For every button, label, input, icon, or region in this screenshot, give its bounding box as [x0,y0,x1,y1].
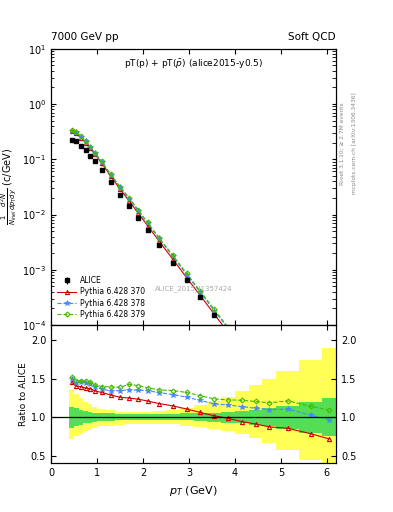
Pythia 6.428 378 [136,208,141,214]
Pythia 6.428 379 [327,475,331,481]
Pythia 6.428 378 [108,173,113,179]
Pythia 6.428 379 [212,306,217,312]
Pythia 6.428 379 [88,144,92,150]
Pythia 6.428 379 [83,138,88,144]
Pythia 6.428 370 [88,145,92,152]
Text: Rivet 3.1.10; ≥ 2.7M events: Rivet 3.1.10; ≥ 2.7M events [340,102,345,185]
Pythia 6.428 378 [118,184,122,190]
Line: Pythia 6.428 378: Pythia 6.428 378 [69,128,332,483]
Pythia 6.428 378 [70,127,74,134]
Pythia 6.428 379 [136,207,141,213]
Pythia 6.428 370 [79,135,83,141]
Y-axis label: Ratio to ALICE: Ratio to ALICE [19,362,28,426]
Pythia 6.428 378 [198,289,203,295]
Pythia 6.428 378 [212,308,217,314]
Pythia 6.428 370 [99,160,104,166]
Legend: ALICE, Pythia 6.428 370, Pythia 6.428 378, Pythia 6.428 379: ALICE, Pythia 6.428 370, Pythia 6.428 37… [55,274,147,322]
Pythia 6.428 370 [127,198,132,204]
X-axis label: $p_T$ (GeV): $p_T$ (GeV) [169,484,218,498]
Pythia 6.428 378 [171,253,175,260]
Pythia 6.428 379 [145,219,150,225]
Pythia 6.428 378 [327,477,331,483]
Pythia 6.428 379 [267,378,272,385]
Pythia 6.428 370 [239,348,244,354]
Pythia 6.428 379 [92,150,97,156]
Pythia 6.428 378 [253,362,258,368]
Pythia 6.428 370 [74,130,79,136]
Pythia 6.428 370 [171,256,175,262]
Pythia 6.428 370 [83,139,88,145]
Pythia 6.428 370 [92,151,97,157]
Pythia 6.428 370 [267,386,272,392]
Pythia 6.428 379 [309,438,313,444]
Pythia 6.428 379 [127,195,132,201]
Pythia 6.428 378 [285,406,290,412]
Pythia 6.428 379 [118,183,122,189]
Pythia 6.428 379 [198,288,203,294]
Pythia 6.428 370 [145,223,150,229]
Pythia 6.428 378 [267,380,272,387]
Pythia 6.428 379 [239,342,244,348]
Pythia 6.428 379 [226,324,230,330]
Text: ALICE_2015_I1357424: ALICE_2015_I1357424 [155,285,232,292]
Pythia 6.428 370 [327,484,331,490]
Pythia 6.428 378 [88,144,92,151]
Pythia 6.428 378 [127,196,132,202]
Pythia 6.428 370 [285,412,290,418]
Pythia 6.428 378 [145,220,150,226]
Pythia 6.428 378 [99,159,104,165]
Pythia 6.428 378 [79,134,83,140]
Pythia 6.428 378 [74,130,79,136]
Pythia 6.428 370 [157,238,162,244]
Pythia 6.428 370 [108,173,113,179]
Pythia 6.428 379 [70,127,74,133]
Line: Pythia 6.428 379: Pythia 6.428 379 [70,129,331,479]
Pythia 6.428 379 [184,270,189,276]
Pythia 6.428 379 [99,158,104,164]
Pythia 6.428 370 [212,311,217,317]
Pythia 6.428 370 [70,128,74,134]
Pythia 6.428 378 [309,440,313,446]
Text: pT(p) + pT($\bar{p}$) (alice2015-y0.5): pT(p) + pT($\bar{p}$) (alice2015-y0.5) [124,57,263,70]
Y-axis label: $\frac{1}{N_{inel}} \frac{d^2N}{dp_Tdy}$ (c/GeV): $\frac{1}{N_{inel}} \frac{d^2N}{dp_Tdy}$… [0,148,19,225]
Pythia 6.428 378 [226,326,230,332]
Pythia 6.428 378 [184,271,189,278]
Text: Soft QCD: Soft QCD [288,32,336,42]
Pythia 6.428 370 [198,293,203,299]
Pythia 6.428 378 [239,344,244,350]
Pythia 6.428 370 [184,274,189,281]
Pythia 6.428 370 [226,329,230,335]
Pythia 6.428 379 [157,234,162,241]
Pythia 6.428 378 [157,236,162,242]
Pythia 6.428 370 [309,447,313,453]
Text: mcplots.cern.ch [arXiv:1306.3436]: mcplots.cern.ch [arXiv:1306.3436] [352,93,357,194]
Pythia 6.428 379 [253,360,258,366]
Pythia 6.428 379 [79,134,83,140]
Pythia 6.428 370 [136,210,141,217]
Pythia 6.428 378 [83,138,88,144]
Pythia 6.428 370 [253,367,258,373]
Pythia 6.428 379 [108,172,113,178]
Pythia 6.428 379 [171,252,175,259]
Pythia 6.428 379 [285,403,290,410]
Pythia 6.428 379 [74,129,79,135]
Pythia 6.428 378 [92,150,97,156]
Pythia 6.428 370 [118,186,122,192]
Text: 7000 GeV pp: 7000 GeV pp [51,32,119,42]
Line: Pythia 6.428 370: Pythia 6.428 370 [70,129,331,490]
